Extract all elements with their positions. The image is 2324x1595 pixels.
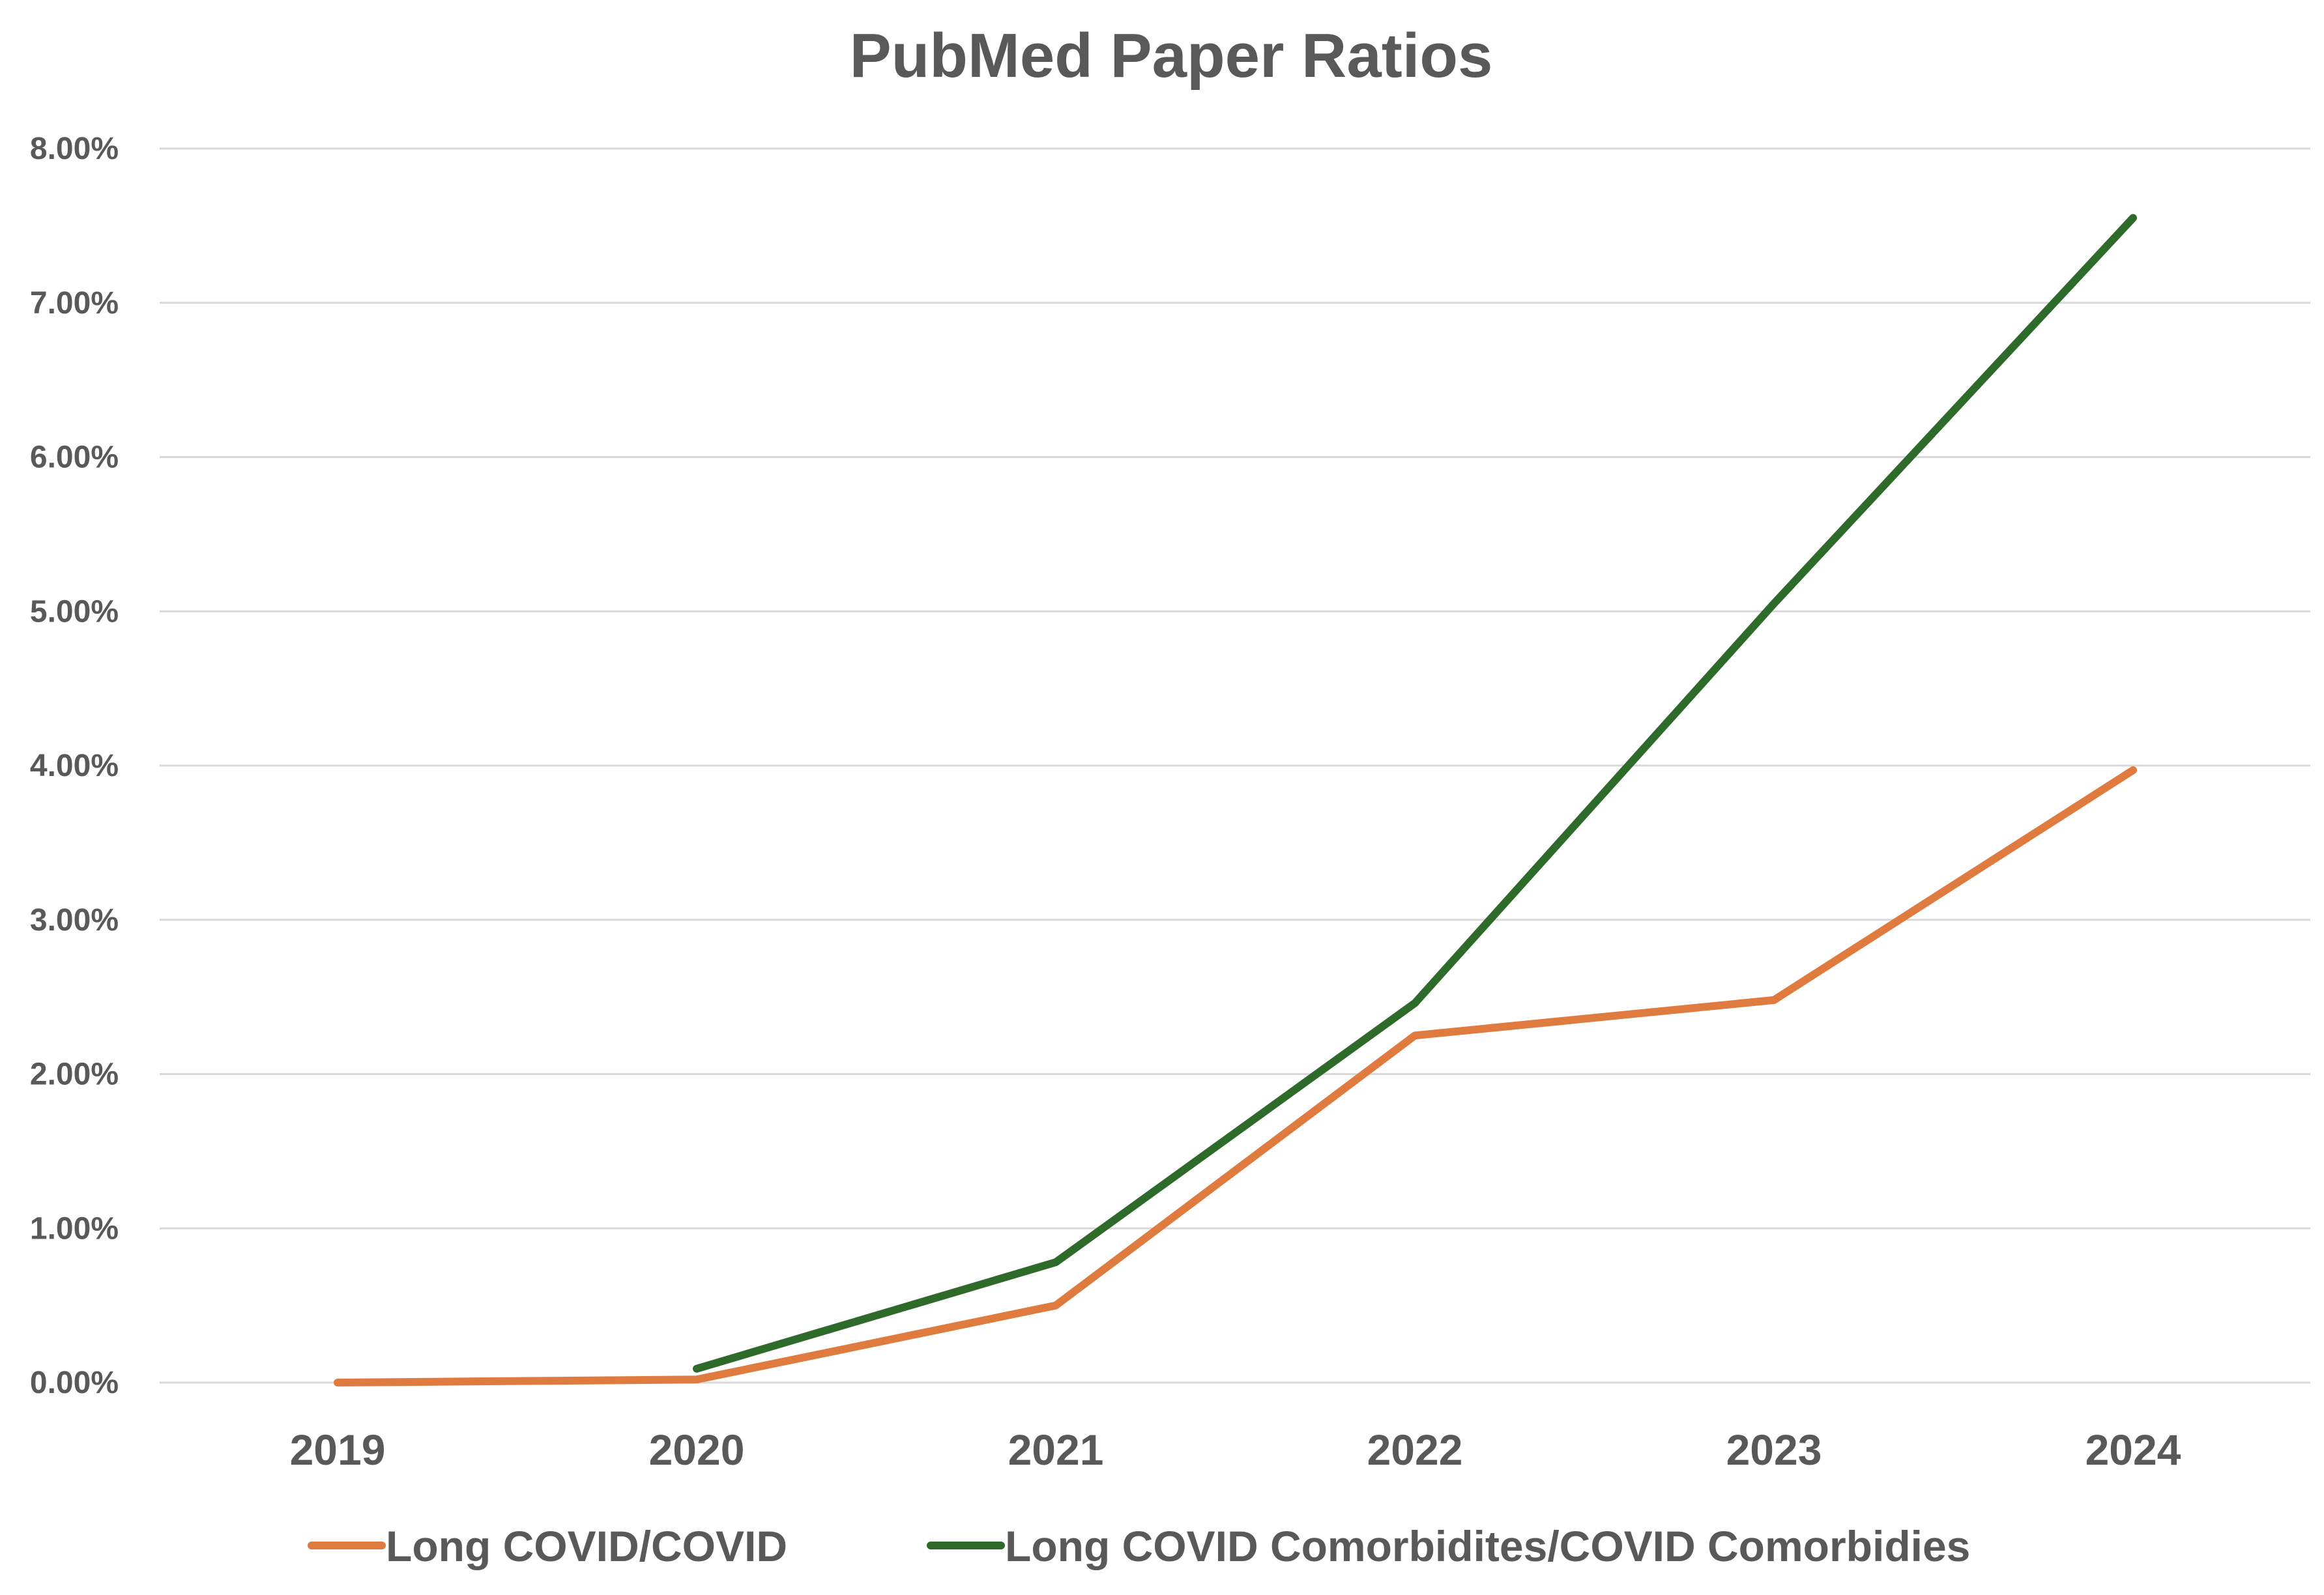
y-tick-label: 2.00% <box>30 1057 119 1092</box>
y-tick-label: 3.00% <box>30 903 119 938</box>
y-tick-label: 1.00% <box>30 1211 119 1246</box>
x-tick-label: 2023 <box>1726 1426 1822 1474</box>
series-lines <box>334 214 2137 1387</box>
y-tick-label: 0.00% <box>30 1366 119 1400</box>
series-line-2 <box>693 214 2137 1373</box>
y-axis-tick-labels: 0.00% 1.00% 2.00% 3.00% 4.00% 5.00% 6.00% 7.00%… <box>30 132 119 1400</box>
x-tick-label: 2022 <box>1367 1426 1463 1474</box>
legend-label-2: Long COVID Comorbidites/COVID Comorbidie… <box>1005 1522 1970 1570</box>
x-tick-label: 2024 <box>2085 1426 2181 1474</box>
legend-label-1: Long COVID/COVID <box>386 1522 787 1570</box>
x-tick-label: 2021 <box>1008 1426 1104 1474</box>
x-tick-label: 2020 <box>649 1426 745 1474</box>
y-tick-label: 4.00% <box>30 749 119 783</box>
y-tick-label: 8.00% <box>30 132 119 166</box>
chart-title: PubMed Paper Ratios <box>850 21 1493 91</box>
gridlines <box>160 147 2310 1384</box>
y-tick-label: 7.00% <box>30 286 119 321</box>
y-tick-label: 5.00% <box>30 594 119 629</box>
x-tick-label: 2019 <box>290 1426 386 1474</box>
x-axis-tick-labels: 2019 2020 2021 2022 2023 2024 <box>290 1426 2181 1474</box>
y-tick-label: 6.00% <box>30 440 119 475</box>
legend: Long COVID/COVID Long COVID Comorbidites/… <box>308 1522 1970 1570</box>
series-line-1 <box>334 766 2137 1387</box>
